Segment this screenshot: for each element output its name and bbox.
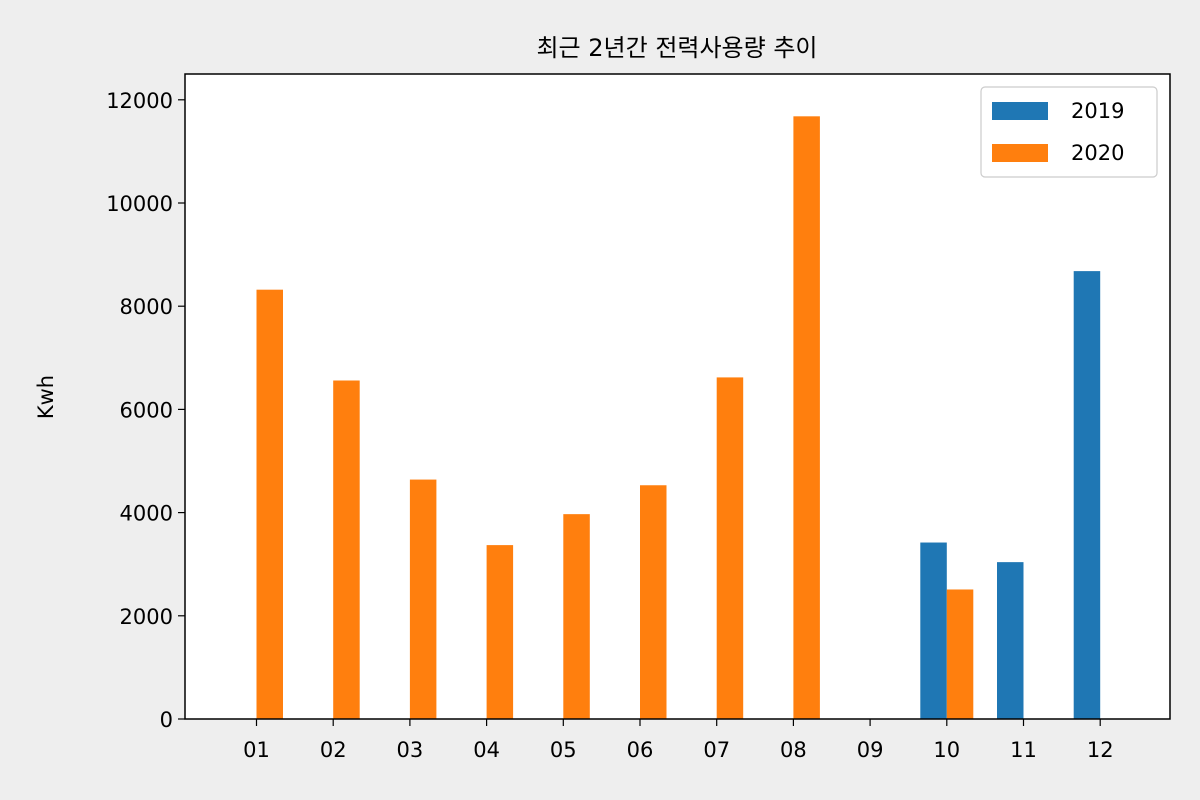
y-tick-label: 4000 bbox=[120, 502, 173, 526]
bar-2019-11 bbox=[997, 562, 1024, 719]
x-tick-label: 03 bbox=[397, 738, 424, 762]
bar-2020-03 bbox=[409, 479, 437, 719]
x-tick-label: 01 bbox=[243, 738, 270, 762]
legend: 2019 2020 bbox=[980, 86, 1158, 178]
bar-2020-05 bbox=[563, 514, 590, 719]
bar-2020-06 bbox=[640, 485, 667, 719]
y-tick-label: 2000 bbox=[120, 605, 173, 629]
bar-2020-07 bbox=[716, 377, 744, 719]
chart-title: 최근 2년간 전력사용량 추이 bbox=[536, 34, 817, 62]
y-tick-label: 10000 bbox=[106, 192, 173, 216]
y-tick-label: 12000 bbox=[106, 89, 173, 113]
x-tick-label: 02 bbox=[320, 738, 347, 762]
legend-label-2020: 2020 bbox=[1071, 141, 1124, 165]
bars-group bbox=[256, 116, 1101, 719]
x-tick-label: 09 bbox=[857, 738, 884, 762]
bar-2020-01 bbox=[256, 289, 283, 719]
x-tick-label: 07 bbox=[703, 738, 730, 762]
x-tick-label: 11 bbox=[1010, 738, 1037, 762]
x-tick-label: 10 bbox=[933, 738, 960, 762]
legend-swatch-2020 bbox=[992, 144, 1048, 162]
y-axis-label: Kwh bbox=[34, 375, 58, 419]
x-tick-label: 08 bbox=[780, 738, 807, 762]
y-tick-label: 8000 bbox=[120, 295, 173, 319]
legend-swatch-2019 bbox=[992, 102, 1048, 120]
x-tick-label: 04 bbox=[473, 738, 500, 762]
bar-2019-10 bbox=[920, 542, 947, 719]
x-tick-label: 12 bbox=[1087, 738, 1114, 762]
bar-2020-02 bbox=[333, 380, 360, 719]
x-tick-label: 06 bbox=[627, 738, 654, 762]
legend-box bbox=[980, 86, 1158, 178]
bar-2020-10 bbox=[946, 589, 974, 719]
bar-2020-08 bbox=[793, 116, 820, 719]
x-tick-label: 05 bbox=[550, 738, 577, 762]
legend-label-2019: 2019 bbox=[1071, 99, 1124, 123]
plot-frame bbox=[184, 73, 1171, 720]
bar-2020-04 bbox=[486, 545, 514, 719]
y-tick-label: 6000 bbox=[120, 398, 173, 422]
bar-2019-12 bbox=[1073, 271, 1101, 719]
axes-group: 0 2000 4000 6000 8000 10000 12000 01 02 03 04 05 06 0… bbox=[106, 89, 1113, 762]
y-tick-label: 0 bbox=[160, 708, 173, 732]
